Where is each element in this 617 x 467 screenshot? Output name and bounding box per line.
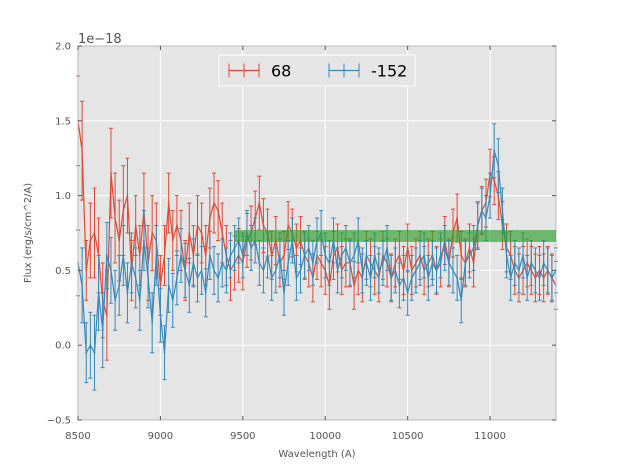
x-tick-label: 9000 xyxy=(148,431,173,442)
y-axis-ticks: −0.5 0.0 0.5 1.0 1.5 2.0 xyxy=(47,42,556,427)
legend-label: -152 xyxy=(371,62,407,81)
legend: 68 -152 xyxy=(218,54,416,87)
x-tick-label: 11000 xyxy=(474,431,506,442)
x-tick-label: 9500 xyxy=(230,431,255,442)
y-tick-label: 0.5 xyxy=(55,266,71,277)
y-tick-label: 1.0 xyxy=(55,191,71,202)
y-tick-label: 1.5 xyxy=(55,116,71,127)
x-axis-ticks: 8500 9000 9500 10000 10500 11000 xyxy=(65,46,506,442)
legend-label: 68 xyxy=(271,62,291,81)
y-tick-label: 2.0 xyxy=(55,42,71,53)
x-tick-label: 8500 xyxy=(65,431,90,442)
highlight-band xyxy=(234,230,556,242)
x-tick-label: 10000 xyxy=(309,431,341,442)
y-axis-label: Flux (erg/s/cm^2/A) xyxy=(23,183,34,283)
y-tick-label: 0.0 xyxy=(55,341,71,352)
x-axis-label: Wavelength (A) xyxy=(278,449,355,460)
x-tick-label: 10500 xyxy=(392,431,424,442)
y-axis-offset-label: 1e−18 xyxy=(78,32,122,47)
y-tick-label: −0.5 xyxy=(47,416,71,427)
